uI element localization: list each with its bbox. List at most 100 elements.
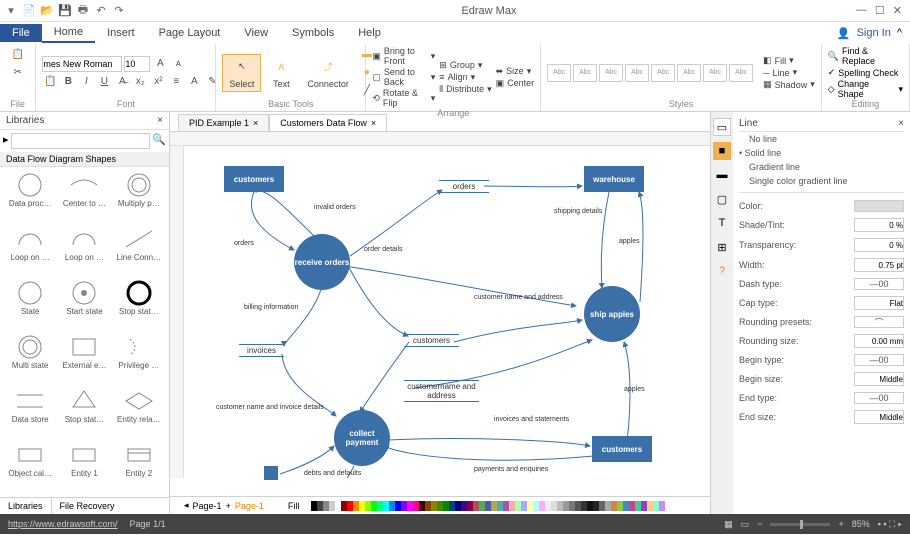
begin-size[interactable]: [854, 372, 904, 386]
round-preset[interactable]: ⌒: [854, 316, 904, 328]
round-size-input[interactable]: [854, 334, 904, 348]
trans-input[interactable]: [854, 238, 904, 252]
shape-item[interactable]: Entity 1: [58, 441, 110, 493]
fill-button[interactable]: ◧ Fill ▾: [763, 55, 815, 66]
rtab-layout-icon[interactable]: ⊞: [713, 238, 731, 256]
shrink-font-icon[interactable]: ᴀ: [170, 56, 186, 72]
shape-item[interactable]: Data proc…: [4, 171, 56, 223]
distribute-button[interactable]: ⫴ Distribute ▾: [439, 84, 491, 95]
style-swatch[interactable]: Abc: [573, 64, 597, 82]
underline-button[interactable]: U: [96, 74, 112, 90]
text-tool[interactable]: AText: [265, 55, 297, 91]
store-invoices-store[interactable]: invoices: [239, 346, 284, 355]
canvas-page[interactable]: customerswarehousecustomersreceive order…: [184, 146, 694, 478]
store-customers-store[interactable]: customers: [404, 336, 459, 345]
group-button[interactable]: ⊞ Group ▾: [439, 60, 491, 71]
tab-insert[interactable]: Insert: [95, 24, 147, 42]
end-type[interactable]: — 00: [854, 392, 904, 404]
shape-item[interactable]: Object cal…: [4, 441, 56, 493]
shape-item[interactable]: Center to …: [58, 171, 110, 223]
rtab-help-icon[interactable]: ?: [713, 262, 731, 280]
shape-item[interactable]: Loop on …: [58, 225, 110, 277]
rtab-shadow-icon[interactable]: ▬: [713, 166, 731, 184]
tab-symbols[interactable]: Symbols: [280, 24, 346, 42]
sign-in-link[interactable]: Sign In: [857, 27, 891, 39]
shade-input[interactable]: [854, 218, 904, 232]
tab-home[interactable]: Home: [42, 23, 95, 43]
font-size-select[interactable]: [124, 56, 150, 72]
rtab-text-icon[interactable]: T: [713, 214, 731, 232]
shape-item[interactable]: Entity rela…: [113, 387, 165, 439]
shape-item[interactable]: Loop on …: [4, 225, 56, 277]
node-small[interactable]: [264, 466, 278, 480]
cut-icon[interactable]: ✂: [10, 64, 26, 80]
shadow-button[interactable]: ▦ Shadow ▾: [763, 79, 815, 90]
new-icon[interactable]: 📄: [22, 4, 36, 18]
page-add-icon[interactable]: +: [226, 501, 231, 511]
style-swatch[interactable]: Abc: [547, 64, 571, 82]
node-collect[interactable]: collect payment: [334, 410, 390, 466]
width-input[interactable]: [854, 258, 904, 272]
change-shape-button[interactable]: ◇ Change Shape ▾: [828, 79, 903, 99]
line-panel-close-icon[interactable]: ×: [898, 118, 904, 129]
libraries-close-icon[interactable]: ×: [157, 115, 163, 126]
italic-button[interactable]: I: [78, 74, 94, 90]
close-icon[interactable]: ✕: [893, 4, 902, 17]
lib-add-icon[interactable]: ▸: [3, 133, 9, 149]
node-customers-bot[interactable]: customers: [592, 436, 652, 462]
clipboard-icon[interactable]: 📋: [42, 74, 58, 90]
color-swatch[interactable]: [659, 501, 665, 511]
find-replace-button[interactable]: 🔍 Find & Replace: [828, 46, 903, 66]
send-back-button[interactable]: ▢ Send to Back ▾: [372, 67, 435, 87]
opt-solid[interactable]: Solid line: [739, 146, 904, 160]
begin-type[interactable]: — 00: [854, 354, 904, 366]
tab-close-icon[interactable]: ×: [371, 118, 376, 128]
center-button[interactable]: ▣ Center: [496, 78, 535, 89]
maximize-icon[interactable]: ☐: [875, 4, 885, 17]
store-orders-store[interactable]: orders: [439, 182, 489, 191]
tab-filerecovery[interactable]: File Recovery: [52, 498, 123, 514]
grow-font-icon[interactable]: A: [152, 56, 168, 72]
tab-pagelayout[interactable]: Page Layout: [147, 24, 233, 42]
page-prev-icon[interactable]: ◂: [184, 500, 189, 511]
shape-category[interactable]: Data Flow Diagram Shapes: [0, 152, 169, 167]
node-receive[interactable]: receive orders: [294, 234, 350, 290]
shape-item[interactable]: State: [4, 279, 56, 331]
save-icon[interactable]: 💾: [58, 4, 72, 18]
zoom-out-icon[interactable]: −: [757, 519, 762, 529]
doc-tab[interactable]: Customers Data Flow×: [269, 114, 387, 131]
opt-gradient[interactable]: Gradient line: [739, 160, 904, 174]
store-custaddr-store[interactable]: customername and address: [404, 382, 479, 400]
size-button[interactable]: ⬌ Size ▾: [496, 66, 535, 77]
shape-item[interactable]: Privilege …: [113, 333, 165, 385]
shape-item[interactable]: External e…: [58, 333, 110, 385]
shape-item[interactable]: Stop stat…: [113, 279, 165, 331]
shape-item[interactable]: Multi state: [4, 333, 56, 385]
view-normal-icon[interactable]: ▦: [724, 519, 733, 530]
style-swatch[interactable]: Abc: [677, 64, 701, 82]
color-swatch[interactable]: [854, 200, 904, 212]
undo-icon[interactable]: ↶: [94, 4, 108, 18]
rtab-picture-icon[interactable]: ▢: [713, 190, 731, 208]
color-bar[interactable]: [311, 501, 665, 511]
sup-button[interactable]: x²: [150, 74, 166, 90]
doc-tab[interactable]: PID Example 1×: [178, 114, 269, 131]
font-family-select[interactable]: [42, 56, 122, 72]
line-button[interactable]: ─ Line ▾: [763, 67, 815, 78]
view-fullscreen-icon[interactable]: ▭: [741, 519, 750, 530]
style-swatch[interactable]: Abc: [729, 64, 753, 82]
redo-icon[interactable]: ↷: [112, 4, 126, 18]
shape-item[interactable]: Multiply p…: [113, 171, 165, 223]
style-swatch[interactable]: Abc: [703, 64, 727, 82]
ribbon-collapse-icon[interactable]: ^: [897, 27, 902, 39]
rtab-line-icon[interactable]: ▭: [713, 118, 731, 136]
tab-view[interactable]: View: [232, 24, 280, 42]
paste-icon[interactable]: 📋: [10, 46, 26, 62]
connector-tool[interactable]: ⤴Connector: [301, 55, 355, 91]
shape-item[interactable]: Stop stat…: [58, 387, 110, 439]
style-swatch[interactable]: Abc: [599, 64, 623, 82]
qat-menu-icon[interactable]: ▾: [4, 4, 18, 18]
print-icon[interactable]: 🖶: [76, 4, 90, 18]
fontcolor-button[interactable]: A: [186, 74, 202, 90]
status-url[interactable]: https://www.edrawsoft.com/: [8, 519, 118, 529]
